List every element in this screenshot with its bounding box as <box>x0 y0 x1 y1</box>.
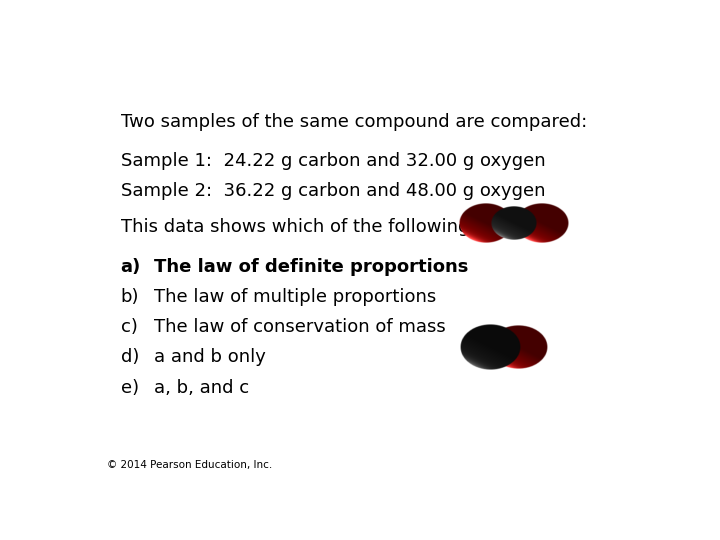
Text: b): b) <box>121 288 139 306</box>
Text: Two samples of the same compound are compared:: Two samples of the same compound are com… <box>121 113 587 131</box>
Text: c): c) <box>121 319 138 336</box>
Text: e): e) <box>121 379 139 397</box>
Text: This data shows which of the following?: This data shows which of the following? <box>121 218 479 236</box>
Text: © 2014 Pearson Education, Inc.: © 2014 Pearson Education, Inc. <box>107 460 272 470</box>
Text: The law of multiple proportions: The law of multiple proportions <box>154 288 436 306</box>
Text: a): a) <box>121 258 141 276</box>
Text: The law of definite proportions: The law of definite proportions <box>154 258 469 276</box>
Text: Sample 1:  24.22 g carbon and 32.00 g oxygen: Sample 1: 24.22 g carbon and 32.00 g oxy… <box>121 152 545 170</box>
Text: a, b, and c: a, b, and c <box>154 379 249 397</box>
Text: Sample 2:  36.22 g carbon and 48.00 g oxygen: Sample 2: 36.22 g carbon and 48.00 g oxy… <box>121 182 545 200</box>
Text: d): d) <box>121 348 139 366</box>
Text: The law of conservation of mass: The law of conservation of mass <box>154 319 446 336</box>
Text: a and b only: a and b only <box>154 348 266 366</box>
